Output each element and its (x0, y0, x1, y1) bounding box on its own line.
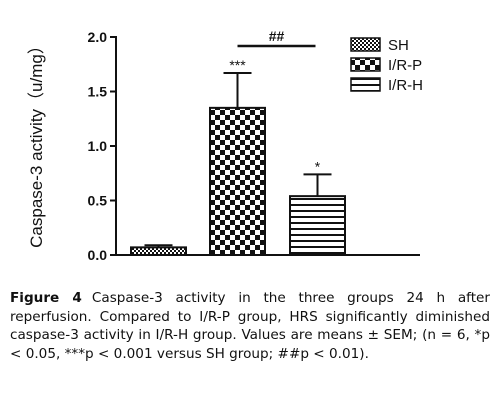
bar-3 (289, 195, 346, 256)
legend-label-3: I/R-H (388, 77, 423, 94)
legend-swatch-2 (350, 57, 381, 72)
legend-label-2: I/R-P (388, 57, 422, 74)
significance-labels: **** (229, 57, 320, 174)
error-bars (144, 71, 332, 248)
significance-label-3: * (315, 158, 321, 174)
y-axis-label: Caspase-3 activity（u/mg） (26, 36, 46, 248)
bar-1 (130, 246, 187, 256)
y-tick-label: 0.5 (88, 193, 108, 209)
bar-chart: 0.00.51.01.52.0 **** ## SHI/R-PI/R-H (88, 28, 423, 263)
legend-swatch-1 (350, 37, 381, 52)
significance-bracket: ## (237, 28, 316, 48)
caption-label: Figure 4 (10, 290, 82, 306)
y-tick-label: 0.0 (88, 247, 108, 263)
bar-2 (209, 106, 266, 256)
legend-swatch-3 (350, 77, 381, 92)
y-tick-label: 1.0 (88, 138, 108, 154)
figure-caption: Figure 4 Caspase-3 activity in the three … (10, 289, 490, 363)
y-tick-label: 1.5 (88, 84, 108, 100)
caption-text: Caspase-3 activity in the three groups 2… (10, 290, 491, 362)
legend: SH I/R-P I/R-H (350, 37, 423, 94)
significance-label-2: *** (229, 57, 246, 73)
y-axis-label-wrap: Caspase-3 activity（u/mg） (22, 18, 46, 266)
legend-label-1: SH (388, 37, 409, 54)
y-tick-label: 2.0 (88, 29, 108, 45)
bracket-label: ## (269, 28, 285, 44)
bars (130, 106, 346, 256)
